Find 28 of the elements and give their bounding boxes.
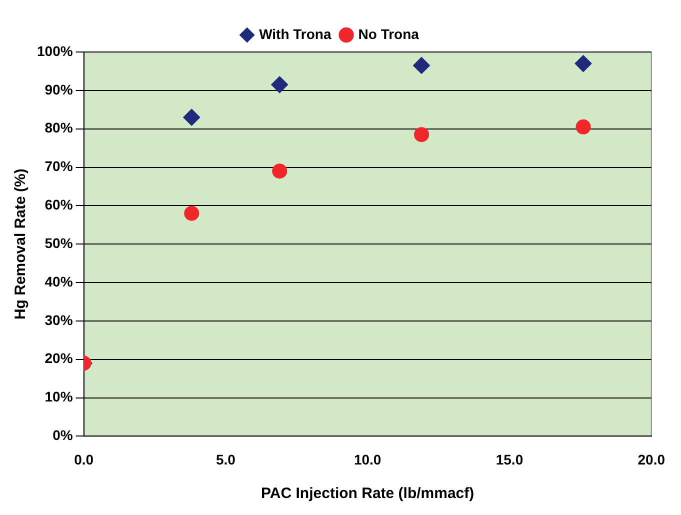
y-tick-label: 100%	[36, 42, 74, 59]
y-tick-label: 20%	[44, 350, 74, 366]
x-tick-label: 15.0	[496, 451, 524, 468]
y-tick-label: 60%	[44, 196, 74, 213]
x-tick-label: 10.0	[354, 451, 382, 468]
point	[413, 56, 430, 74]
point	[414, 127, 430, 142]
point	[574, 55, 592, 72]
y-tick-label: 90%	[44, 81, 74, 98]
point	[184, 206, 200, 221]
x-tick-label: 5.0	[216, 451, 236, 468]
legend-label: No Trona	[358, 26, 420, 42]
y-tick-label: 80%	[44, 120, 74, 136]
legend-label: With Trona	[259, 26, 332, 42]
x-axis-title: PAC Injection Rate (lb/mmacf)	[261, 485, 474, 502]
y-tick-label: 10%	[44, 388, 74, 405]
point	[183, 108, 200, 126]
x-tick-label: 0.0	[74, 451, 94, 468]
point	[576, 119, 591, 134]
x-tick-label: 20.0	[638, 451, 666, 468]
y-tick-label: 50%	[44, 234, 74, 251]
y-axis-title: Hg Removal Rate (%)	[12, 168, 30, 320]
y-tick-label: 0%	[52, 427, 74, 444]
y-tick-label: 70%	[44, 158, 74, 174]
y-tick-label: 40%	[44, 273, 74, 290]
point	[271, 76, 288, 94]
point	[272, 164, 288, 179]
y-tick-label: 30%	[44, 312, 74, 328]
